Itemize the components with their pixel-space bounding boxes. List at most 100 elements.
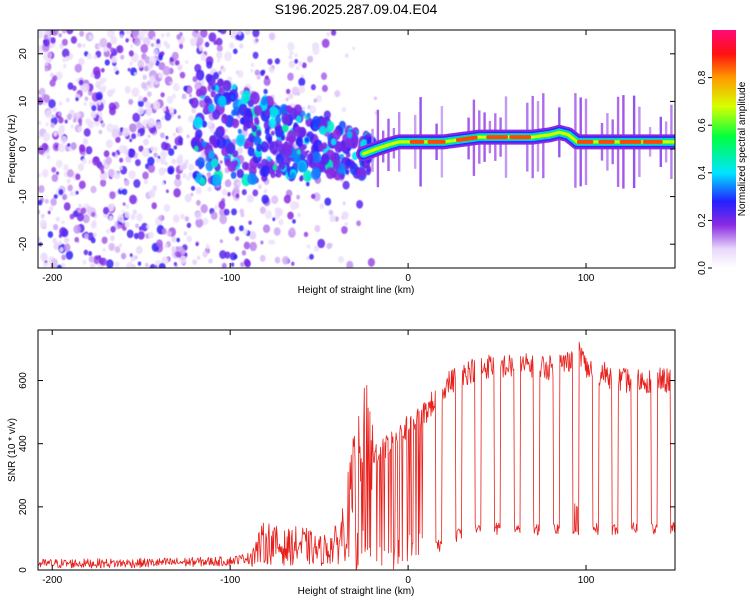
transition-blob	[201, 120, 207, 128]
noise-speckle	[186, 134, 190, 139]
noise-speckle	[135, 159, 141, 167]
noise-speckle	[67, 184, 73, 192]
noise-speckle	[183, 231, 188, 236]
transition-blob	[279, 161, 286, 170]
noise-speckle	[164, 112, 172, 121]
noise-speckle	[341, 226, 348, 234]
spectrogram-x-axis: -200 -100 0 100	[42, 30, 595, 284]
transition-blob	[215, 126, 225, 139]
noise-speckle	[173, 188, 181, 198]
noise-speckle	[331, 30, 337, 36]
transition-blob	[299, 175, 304, 181]
transition-blob	[201, 140, 207, 148]
noise-speckle	[50, 37, 56, 44]
noise-speckle	[163, 204, 171, 213]
snr-marks	[38, 341, 675, 570]
noise-speckle	[79, 144, 86, 153]
noise-speckle	[83, 249, 89, 256]
transition-blob	[212, 109, 221, 120]
noise-speckle	[152, 185, 158, 192]
noise-speckle	[138, 95, 144, 102]
transition-blob	[190, 97, 199, 109]
noise-speckle	[173, 145, 178, 150]
noise-speckle	[158, 55, 163, 61]
noise-speckle	[184, 216, 190, 222]
noise-speckle	[38, 30, 44, 39]
transition-blob	[230, 171, 237, 179]
noise-speckle	[181, 93, 187, 100]
noise-speckle	[143, 179, 149, 185]
noise-speckle	[87, 232, 95, 241]
snr-x-axis: -200 -100 0 100	[42, 330, 595, 586]
noise-speckle	[306, 244, 311, 249]
transition-blob	[260, 96, 268, 106]
noise-speckle	[243, 241, 251, 250]
noise-speckle	[196, 199, 201, 206]
noise-speckle	[313, 98, 317, 103]
noise-speckle	[305, 181, 310, 187]
y-tick-label: 10	[18, 95, 29, 107]
noise-speckle	[306, 256, 310, 261]
transition-blob	[318, 144, 325, 152]
noise-speckle	[270, 130, 275, 136]
noise-speckle	[144, 101, 151, 109]
noise-speckle	[52, 106, 57, 113]
noise-speckle	[207, 120, 213, 128]
noise-speckle	[241, 189, 247, 196]
noise-speckle	[63, 236, 70, 244]
noise-speckle	[55, 71, 63, 81]
snr-y-label: SNR (10 * v/v)	[7, 418, 18, 482]
noise-speckle	[228, 226, 236, 234]
transition-blob	[205, 73, 212, 82]
noise-speckle	[38, 199, 43, 206]
noise-speckle	[235, 236, 240, 242]
noise-speckle	[143, 138, 149, 146]
transition-blob	[232, 83, 237, 90]
noise-speckle	[114, 261, 120, 268]
noise-speckle	[244, 30, 251, 36]
transition-blob	[242, 161, 249, 171]
noise-speckle	[69, 191, 74, 196]
noise-speckle	[165, 189, 169, 193]
noise-speckle	[128, 98, 134, 105]
noise-speckle	[131, 30, 140, 37]
spectrogram-y-axis: -20 -10 0 10 20	[18, 48, 675, 251]
noise-speckle	[153, 48, 159, 56]
noise-speckle	[75, 190, 79, 195]
noise-speckle	[147, 156, 155, 166]
noise-speckle	[61, 262, 66, 268]
transition-blob	[345, 169, 350, 175]
noise-speckle	[374, 96, 377, 101]
noise-speckle	[63, 202, 71, 211]
noise-speckle	[45, 122, 49, 127]
noise-speckle	[288, 54, 293, 60]
noise-speckle	[192, 76, 198, 83]
noise-speckle	[165, 32, 171, 38]
noise-speckle	[158, 167, 166, 176]
snr-panel: -200 -100 0 100 0 200 400 600 Height of straig…	[7, 329, 676, 597]
noise-speckle	[235, 34, 240, 40]
noise-speckle	[208, 258, 213, 264]
noise-speckle	[76, 78, 80, 83]
noise-speckle	[289, 50, 294, 56]
transition-blob	[366, 165, 372, 173]
noise-speckle	[259, 70, 265, 76]
noise-speckle	[202, 251, 208, 258]
transition-blob	[250, 91, 260, 105]
noise-speckle	[171, 236, 177, 243]
noise-speckle	[58, 111, 62, 117]
noise-speckle	[235, 193, 240, 199]
noise-speckle	[219, 30, 227, 35]
noise-speckle	[46, 154, 51, 160]
noise-speckle	[101, 122, 106, 128]
noise-speckle	[166, 95, 174, 104]
noise-speckle	[198, 44, 204, 52]
noise-speckle	[179, 43, 183, 49]
noise-speckle	[303, 231, 309, 238]
noise-speckle	[40, 213, 45, 219]
noise-speckle	[224, 128, 228, 133]
noise-speckle	[152, 36, 157, 42]
noise-speckle	[66, 113, 72, 121]
noise-speckle	[186, 235, 192, 243]
